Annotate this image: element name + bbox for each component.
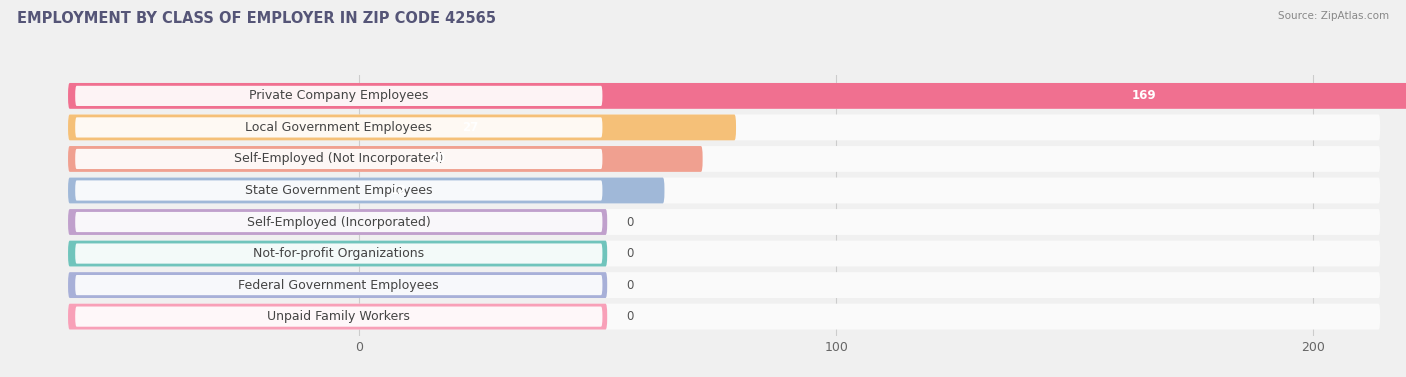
FancyBboxPatch shape: [67, 272, 1381, 298]
Text: Self-Employed (Not Incorporated): Self-Employed (Not Incorporated): [233, 152, 444, 166]
Text: 169: 169: [1132, 89, 1156, 103]
Text: EMPLOYMENT BY CLASS OF EMPLOYER IN ZIP CODE 42565: EMPLOYMENT BY CLASS OF EMPLOYER IN ZIP C…: [17, 11, 496, 26]
FancyBboxPatch shape: [75, 212, 602, 232]
FancyBboxPatch shape: [67, 146, 1381, 172]
FancyBboxPatch shape: [67, 115, 735, 140]
Text: 0: 0: [626, 247, 634, 260]
FancyBboxPatch shape: [75, 149, 602, 169]
FancyBboxPatch shape: [67, 83, 1381, 109]
Text: 0: 0: [626, 310, 634, 323]
Text: 0: 0: [626, 279, 634, 291]
FancyBboxPatch shape: [67, 304, 607, 329]
Text: Source: ZipAtlas.com: Source: ZipAtlas.com: [1278, 11, 1389, 21]
FancyBboxPatch shape: [75, 181, 602, 201]
Text: Unpaid Family Workers: Unpaid Family Workers: [267, 310, 411, 323]
FancyBboxPatch shape: [67, 115, 1381, 140]
FancyBboxPatch shape: [75, 244, 602, 264]
FancyBboxPatch shape: [67, 146, 703, 172]
Text: Federal Government Employees: Federal Government Employees: [239, 279, 439, 291]
Text: 12: 12: [391, 184, 406, 197]
Text: Not-for-profit Organizations: Not-for-profit Organizations: [253, 247, 425, 260]
Text: 0: 0: [626, 216, 634, 228]
FancyBboxPatch shape: [67, 209, 607, 235]
FancyBboxPatch shape: [67, 304, 1381, 329]
Text: 20: 20: [429, 152, 444, 166]
FancyBboxPatch shape: [67, 178, 665, 204]
Text: Local Government Employees: Local Government Employees: [246, 121, 432, 134]
FancyBboxPatch shape: [75, 307, 602, 327]
FancyBboxPatch shape: [67, 241, 607, 267]
FancyBboxPatch shape: [67, 241, 1381, 267]
Text: 27: 27: [463, 121, 478, 134]
FancyBboxPatch shape: [67, 178, 1381, 204]
FancyBboxPatch shape: [75, 275, 602, 295]
FancyBboxPatch shape: [67, 272, 607, 298]
Text: Private Company Employees: Private Company Employees: [249, 89, 429, 103]
Text: State Government Employees: State Government Employees: [245, 184, 433, 197]
FancyBboxPatch shape: [67, 83, 1406, 109]
FancyBboxPatch shape: [75, 117, 602, 138]
FancyBboxPatch shape: [67, 209, 1381, 235]
Text: Self-Employed (Incorporated): Self-Employed (Incorporated): [247, 216, 430, 228]
FancyBboxPatch shape: [75, 86, 602, 106]
